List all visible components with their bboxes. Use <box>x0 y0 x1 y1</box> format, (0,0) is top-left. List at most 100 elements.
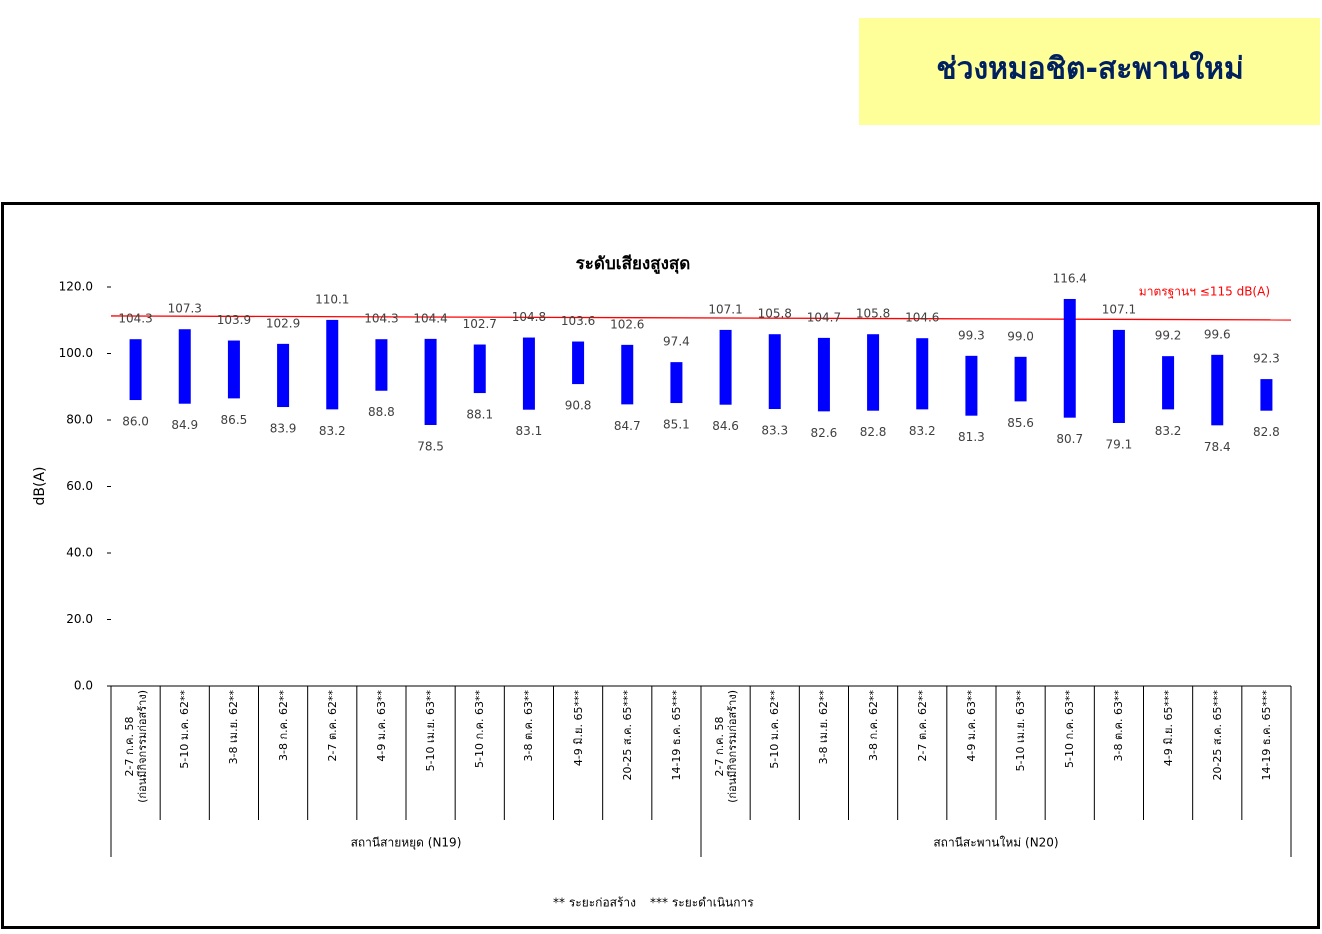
min-label: 88.8 <box>368 405 395 419</box>
x-tick-label-box: 2-7 ต.ค. 62** <box>326 690 339 761</box>
range-bar <box>424 338 437 425</box>
x-tick-label: 2-7 ก.ค. 58 (ก่อนมีกิจกรรมก่อสร้าง) <box>712 690 739 803</box>
x-tick-label-box: 4-9 มิ.ย. 65*** <box>1161 690 1175 767</box>
max-label: 99.2 <box>1155 329 1182 343</box>
min-label: 78.4 <box>1204 440 1231 454</box>
range-bar <box>572 341 585 385</box>
max-label: 102.6 <box>610 317 644 331</box>
x-tick-label-box: 5-10 เม.ย. 63** <box>424 690 438 772</box>
min-label: 83.2 <box>909 424 936 438</box>
x-tick-label: 3-8 เม.ย. 62** <box>817 690 831 765</box>
min-label: 88.1 <box>466 408 493 422</box>
max-label: 104.3 <box>364 312 398 326</box>
x-tick-label: 20-25 ส.ค. 65*** <box>620 690 634 781</box>
x-tick-label: 14-19 ธ.ค. 65*** <box>669 690 683 781</box>
y-tick-label: 100.0 <box>59 346 93 360</box>
x-tick-label: 3-8 ต.ค. 63** <box>1112 690 1126 762</box>
max-label: 102.9 <box>266 316 300 330</box>
range-bar <box>326 319 339 410</box>
max-label: 107.1 <box>708 302 742 316</box>
x-tick-label: 5-10 ม.ค. 62** <box>768 690 782 769</box>
min-label: 83.2 <box>1155 424 1182 438</box>
x-tick-label-box: 4-9 ม.ค. 63** <box>965 690 978 762</box>
range-bar <box>965 355 978 416</box>
y-tick-label: 60.0 <box>66 479 93 493</box>
min-label: 78.5 <box>417 439 444 453</box>
max-label: 103.9 <box>217 313 251 327</box>
x-tick-label: 3-8 เม.ย. 62** <box>227 690 241 765</box>
x-tick-label: 5-10 เม.ย. 63** <box>1014 690 1028 772</box>
header-box <box>859 18 1320 125</box>
range-bar <box>1260 379 1273 411</box>
max-label: 99.0 <box>1007 329 1034 343</box>
x-tick-label: 4-9 ม.ค. 63** <box>374 690 388 762</box>
x-tick-label-box: 14-19 ธ.ค. 65*** <box>1260 690 1273 781</box>
x-tick-label: 2-7 ต.ค. 62** <box>915 690 929 762</box>
range-bar <box>227 340 240 399</box>
min-label: 79.1 <box>1106 437 1133 451</box>
max-label: 110.1 <box>315 292 349 306</box>
min-label: 90.8 <box>565 399 592 413</box>
group-label: สถานีสะพานใหม่ (N20) <box>933 836 1058 850</box>
min-label: 86.0 <box>122 415 149 429</box>
range-bar <box>916 338 929 410</box>
x-tick-label: 2-7 ก.ค. 58 (ก่อนมีกิจกรรมก่อสร้าง) <box>122 690 149 803</box>
range-bar <box>178 329 191 404</box>
max-label: 104.8 <box>512 310 546 324</box>
range-bar <box>817 337 830 412</box>
x-tick-label-box: 3-8 เม.ย. 62** <box>817 690 831 765</box>
x-tick-label-box: 5-10 ก.ค. 63** <box>473 690 487 768</box>
x-tick-label-box: 2-7 ก.ค. 58 (ก่อนมีกิจกรรมก่อสร้าง) <box>712 690 739 803</box>
footnote: *** ระยะดำเนินการ <box>650 896 754 910</box>
x-tick-label-box: 2-7 ก.ค. 58 (ก่อนมีกิจกรรมก่อสร้าง) <box>122 690 149 803</box>
max-label: 104.7 <box>807 310 841 324</box>
x-tick-label-box: 3-8 เม.ย. 62** <box>227 690 241 765</box>
max-label: 92.3 <box>1253 352 1280 366</box>
x-tick-label-box: 3-8 ต.ค. 63** <box>1112 690 1126 762</box>
max-label: 103.6 <box>561 314 595 328</box>
min-label: 84.9 <box>171 418 198 432</box>
max-label: 105.8 <box>856 307 890 321</box>
range-bar <box>867 334 880 411</box>
range-bar <box>1162 356 1175 410</box>
x-tick-label-box: 5-10 เม.ย. 63** <box>1014 690 1028 772</box>
max-label: 104.4 <box>413 311 447 325</box>
x-tick-label: 5-10 ก.ค. 63** <box>1063 690 1077 768</box>
x-tick-label-box: 3-8 ก.ค. 62** <box>866 690 880 761</box>
range-bar <box>1063 298 1076 418</box>
x-tick-label-box: 4-9 ม.ค. 63** <box>374 690 388 762</box>
range-bar <box>1014 356 1027 402</box>
range-bar <box>375 339 388 391</box>
min-label: 82.6 <box>811 426 838 440</box>
x-tick-label: 5-10 ก.ค. 63** <box>473 690 487 768</box>
min-label: 81.3 <box>958 430 985 444</box>
reference-label: มาตรฐานฯ ≤115 dB(A) <box>1139 284 1270 298</box>
x-tick-label: 3-8 ก.ค. 62** <box>866 690 880 761</box>
x-tick-label-box: 5-10 ม.ค. 62** <box>178 690 192 769</box>
x-tick-label-box: 4-9 มิ.ย. 65*** <box>571 690 585 767</box>
min-label: 86.5 <box>221 413 248 427</box>
y-tick-label: 20.0 <box>66 612 93 626</box>
chart-frame <box>1 202 1320 929</box>
x-tick-label: 4-9 มิ.ย. 65*** <box>571 690 585 767</box>
range-bar <box>1211 354 1224 426</box>
x-tick-label: 5-10 เม.ย. 63** <box>424 690 438 772</box>
header-title: ช่วงหมอชิต-สะพานใหม่ <box>936 51 1243 87</box>
x-tick-label: 4-9 มิ.ย. 65*** <box>1161 690 1175 767</box>
min-label: 82.8 <box>860 425 887 439</box>
y-tick-label: 120.0 <box>59 280 93 294</box>
x-tick-label: 3-8 ต.ค. 63** <box>522 690 536 762</box>
min-label: 83.9 <box>270 422 297 436</box>
range-bar <box>129 339 142 401</box>
min-label: 83.3 <box>761 424 788 438</box>
max-label: 104.3 <box>118 312 152 326</box>
max-label: 104.6 <box>905 311 939 325</box>
max-label: 107.1 <box>1102 302 1136 316</box>
x-tick-label: 5-10 ม.ค. 62** <box>178 690 192 769</box>
max-label: 99.6 <box>1204 327 1231 341</box>
max-label: 102.7 <box>463 317 497 331</box>
range-bar <box>277 343 290 408</box>
x-tick-label-box: 2-7 ต.ค. 62** <box>915 690 929 762</box>
min-label: 82.8 <box>1253 425 1280 439</box>
max-label: 105.8 <box>758 307 792 321</box>
